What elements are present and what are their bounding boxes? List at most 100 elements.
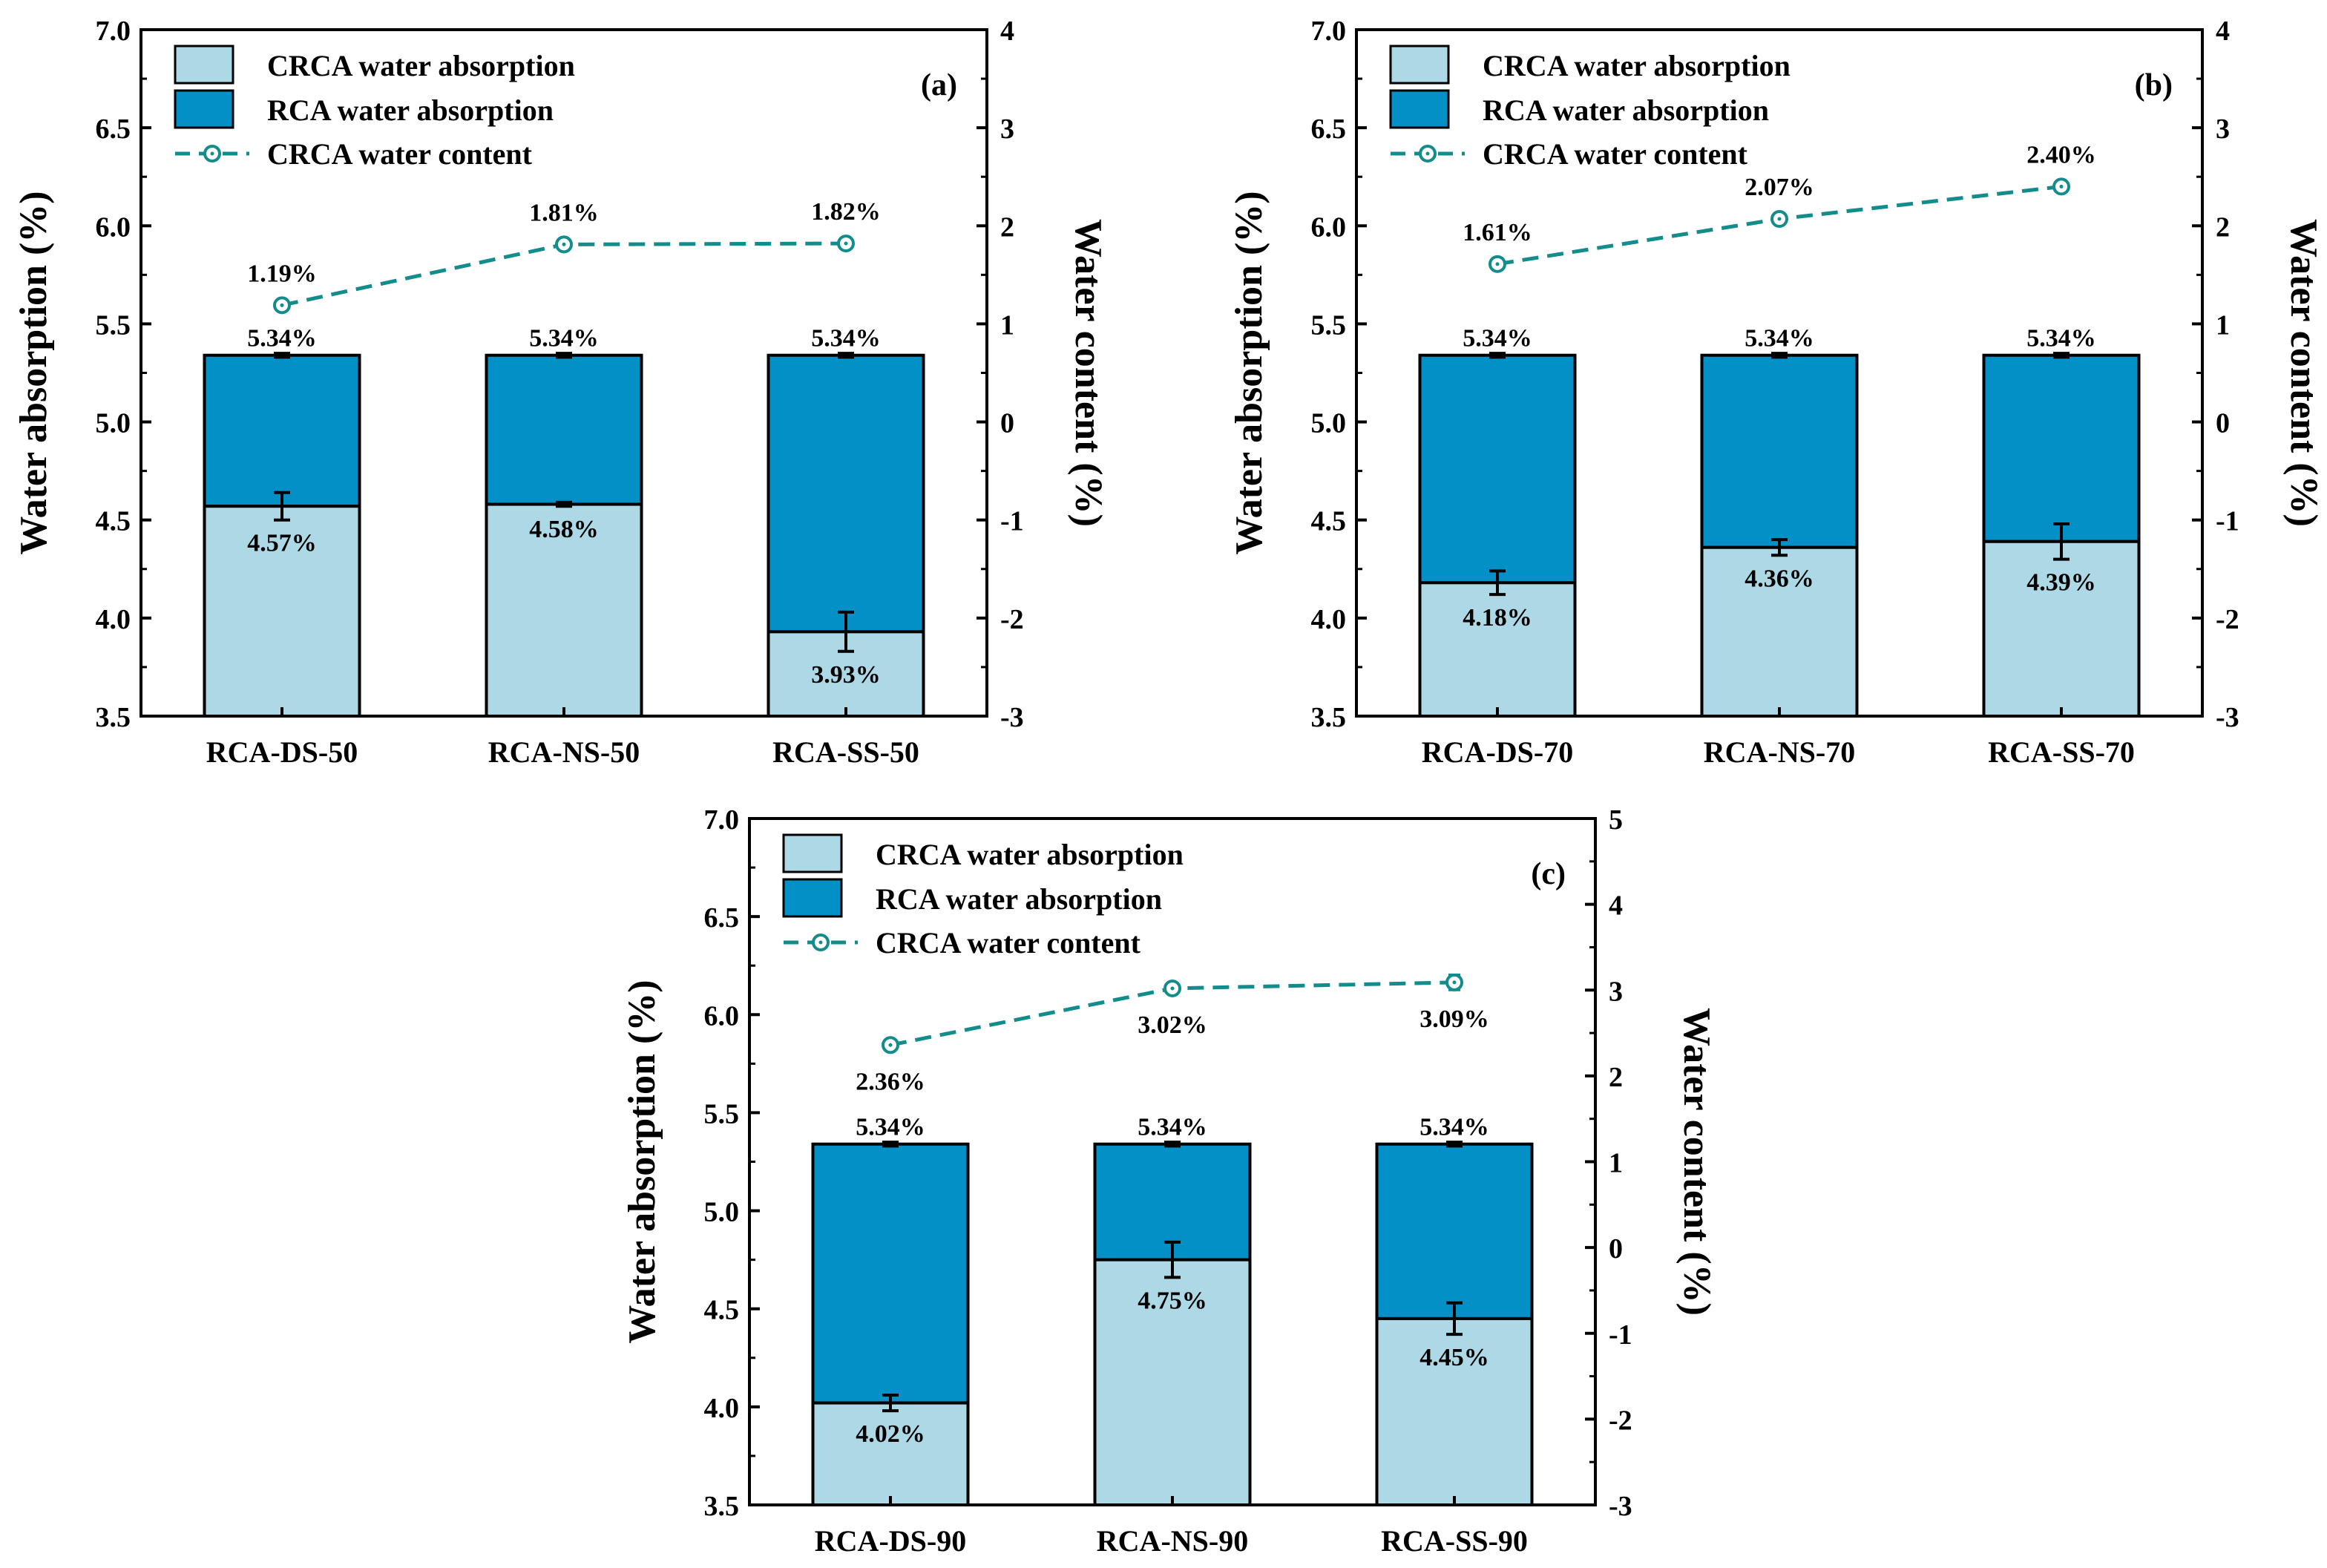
y2-axis-title: Water content (%) xyxy=(1067,219,1109,527)
crca-bar xyxy=(485,502,643,718)
crca-bar xyxy=(1093,1258,1252,1506)
y2-tick-label: 2 xyxy=(2216,211,2230,243)
legend: CRCA water absorption RCA water absorptio… xyxy=(1389,45,1791,171)
crca-error-bar xyxy=(1164,1240,1181,1279)
y2-tick-label: -3 xyxy=(2216,702,2239,733)
y2-tick-label: 2 xyxy=(1609,1062,1623,1093)
legend-swatch-rca xyxy=(782,878,843,918)
crca-data-label: 4.57% xyxy=(247,530,317,557)
legend-marker-center xyxy=(210,151,214,156)
x-tick-label: RCA-DS-50 xyxy=(206,735,358,769)
rca-data-label: 5.34% xyxy=(811,325,881,352)
crca-error-bar xyxy=(1771,538,1788,557)
x-tick-label: RCA-NS-50 xyxy=(488,735,640,769)
crca-bar xyxy=(1375,1316,1534,1507)
water-content-point-center xyxy=(562,242,566,246)
panel-label: (c) xyxy=(1531,857,1566,891)
y-tick-label: 7.0 xyxy=(704,804,740,836)
crca-bar xyxy=(1982,539,2141,718)
chart-panel-a: 5.34% 4.57% 5.34% 4.58% 5.34% 3.93% 1.19% 1.81%… xyxy=(13,16,1109,769)
legend-swatch-rca xyxy=(174,89,234,129)
water-content-data-label: 2.40% xyxy=(2026,141,2096,168)
rca-error-bar xyxy=(1489,352,1506,359)
legend-label: CRCA water content xyxy=(876,926,1141,960)
panel-label: (a) xyxy=(921,68,957,102)
crca-error-bar xyxy=(274,491,290,522)
legend-label: CRCA water content xyxy=(267,137,533,171)
crca-data-label: 4.39% xyxy=(2026,569,2096,597)
rca-data-label: 5.34% xyxy=(1138,1114,1207,1141)
water-content-data-label: 2.36% xyxy=(856,1068,925,1095)
y2-tick-label: 1 xyxy=(1609,1148,1623,1179)
y2-tick-label: 0 xyxy=(2216,408,2230,439)
y-axis-title: Water absorption (%) xyxy=(13,191,55,554)
y-tick-label: 4.5 xyxy=(704,1295,740,1326)
y2-axis-title: Water content (%) xyxy=(2282,219,2325,527)
x-tick-label: RCA-DS-70 xyxy=(1422,735,1573,769)
water-content-point-center xyxy=(1452,980,1457,985)
rca-data-label: 5.34% xyxy=(2026,325,2096,352)
rca-error-bar xyxy=(882,1141,899,1148)
rca-bar xyxy=(1418,353,1577,585)
rca-bar xyxy=(1700,353,1859,549)
water-content-data-label: 3.09% xyxy=(1419,1006,1489,1033)
legend-label: RCA water absorption xyxy=(267,94,554,127)
rca-bar xyxy=(485,353,643,506)
legend-label: RCA water absorption xyxy=(876,882,1162,916)
water-content-data-label: 1.61% xyxy=(1463,219,1532,246)
legend-swatch-crca xyxy=(174,45,234,85)
y2-tick-label: 5 xyxy=(1609,804,1623,836)
y2-tick-label: 4 xyxy=(2216,16,2230,47)
y-tick-label: 5.5 xyxy=(1311,309,1347,341)
x-tick-label: RCA-DS-90 xyxy=(815,1524,966,1558)
rca-data-label: 5.34% xyxy=(1745,325,1814,352)
y2-tick-label: 1 xyxy=(2216,309,2230,341)
rca-bar xyxy=(767,353,925,634)
crca-data-label: 4.02% xyxy=(856,1420,925,1448)
legend-label: CRCA water absorption xyxy=(267,49,575,82)
crca-error-bar xyxy=(2053,522,2070,561)
water-content-data-label: 3.02% xyxy=(1138,1011,1207,1039)
y2-tick-label: -2 xyxy=(1000,604,1024,635)
water-content-data-label: 2.07% xyxy=(1745,174,1814,201)
rca-data-label: 5.34% xyxy=(529,325,599,352)
y-tick-label: 4.5 xyxy=(96,506,131,537)
crca-bar xyxy=(1700,545,1859,718)
y2-tick-label: -1 xyxy=(1000,506,1024,537)
legend-label: CRCA water absorption xyxy=(1483,49,1791,82)
rca-error-bar xyxy=(556,352,572,359)
crca-bar xyxy=(1418,581,1577,718)
x-tick-label: RCA-NS-70 xyxy=(1704,735,1855,769)
legend-label: CRCA water absorption xyxy=(876,838,1184,871)
y-tick-label: 4.0 xyxy=(96,604,131,635)
crca-error-bar xyxy=(838,610,854,653)
crca-error-bar xyxy=(882,1394,899,1413)
legend: CRCA water absorption RCA water absorptio… xyxy=(782,833,1184,960)
water-content-data-label: 1.81% xyxy=(529,199,599,226)
y-tick-label: 6.0 xyxy=(1311,211,1347,243)
y-tick-label: 6.0 xyxy=(704,1000,740,1031)
rca-bar xyxy=(203,353,361,508)
rca-error-bar xyxy=(838,352,854,359)
crca-error-bar xyxy=(1489,569,1506,597)
rca-bar xyxy=(1982,353,2141,543)
legend-marker-center xyxy=(818,940,823,945)
legend-swatch-crca xyxy=(1389,45,1450,85)
rca-data-label: 5.34% xyxy=(1463,325,1532,352)
crca-data-label: 4.45% xyxy=(1419,1344,1489,1371)
water-content-point-center xyxy=(1495,262,1500,266)
y2-tick-label: 3 xyxy=(1609,976,1623,1007)
y2-tick-label: -3 xyxy=(1000,702,1024,733)
y2-tick-label: -3 xyxy=(1609,1491,1632,1522)
y-tick-label: 6.0 xyxy=(96,211,131,243)
y-tick-label: 3.5 xyxy=(96,702,131,733)
legend-swatch-rca xyxy=(1389,89,1450,129)
y2-tick-label: 2 xyxy=(1000,211,1014,243)
rca-error-bar xyxy=(1446,1141,1463,1148)
y-tick-label: 5.0 xyxy=(1311,408,1347,439)
y-tick-label: 5.0 xyxy=(96,408,131,439)
y-tick-label: 5.0 xyxy=(704,1197,740,1228)
y2-tick-label: 1 xyxy=(1000,309,1014,341)
water-content-point-center xyxy=(280,303,284,307)
